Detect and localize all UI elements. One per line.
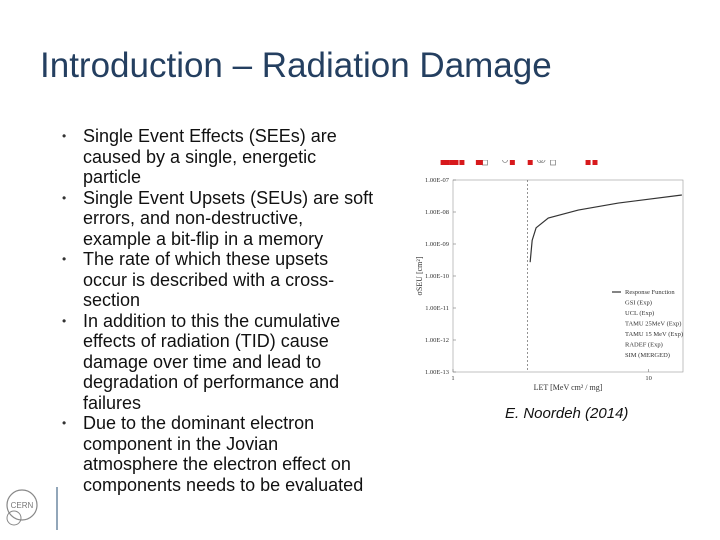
y-tick-label: 1.00E-07 bbox=[425, 177, 450, 184]
bullet-item: • Single Event Upsets (SEUs) are soft erro… bbox=[62, 188, 373, 250]
legend-swatch bbox=[539, 160, 546, 163]
bullet-line: Due to the dominant electron bbox=[83, 413, 315, 433]
legend-swatch bbox=[592, 160, 598, 165]
bullet-dot: • bbox=[62, 252, 67, 266]
legend-swatch bbox=[550, 160, 556, 166]
bullet-line: The rate of which these upsets bbox=[83, 249, 329, 269]
x-tick-label: 10 bbox=[645, 375, 652, 382]
legend-label: RADEF (Exp) bbox=[625, 342, 663, 349]
bullet-line: degradation of performance and bbox=[83, 372, 340, 392]
bullet-line: failures bbox=[83, 392, 142, 413]
bullet-dot: • bbox=[62, 129, 67, 143]
bullet-line: atmosphere the electron effect on bbox=[83, 454, 351, 474]
bullet-list: • Single Event Effects (SEEs) are caused b… bbox=[62, 126, 373, 495]
y-tick-label: 1.00E-09 bbox=[425, 241, 449, 248]
point bbox=[475, 160, 481, 165]
figure: 1.00E-13 1.00E-12 1.00E-11 1.00E-10 1.00E-09… bbox=[400, 160, 700, 400]
slide-title: Introduction – Radiation Damage bbox=[40, 46, 552, 85]
bullet-line: caused by a single, energetic bbox=[83, 146, 317, 167]
bullet-line: damage over time and lead to bbox=[83, 351, 322, 372]
point bbox=[449, 160, 455, 165]
point bbox=[585, 160, 591, 165]
figure-background bbox=[400, 160, 700, 400]
bullet-dot: • bbox=[62, 313, 67, 328]
legend-label: TAMU 15 MeV (Exp) bbox=[625, 331, 683, 338]
logo-ring bbox=[6, 510, 22, 526]
legend-label: TAMU 25MeV (Exp) bbox=[625, 321, 681, 328]
y-tick-label: 1.00E-11 bbox=[425, 305, 449, 312]
bullet-line: Single Event Upsets (SEUs) are soft bbox=[83, 187, 374, 208]
point bbox=[527, 160, 533, 165]
point bbox=[453, 160, 459, 165]
bullet-item: • In addition to this the cumulative effec… bbox=[62, 311, 373, 414]
bullet-item: • Due to the dominant electron component i… bbox=[62, 413, 373, 495]
caption: E. Noordeh (2014) bbox=[505, 405, 629, 422]
point bbox=[536, 160, 543, 163]
bullet-item: • Single Event Effects (SEEs) are caused b… bbox=[62, 126, 373, 188]
bullet-line: In addition to this the cumulative bbox=[83, 310, 341, 331]
y-axis-label: σSEU [cm²] bbox=[415, 256, 424, 295]
bullet-line: occur is described with a cross- bbox=[83, 269, 335, 290]
bullet-line: particle bbox=[83, 167, 142, 187]
y-tick-label: 1.00E-10 bbox=[425, 273, 449, 280]
y-tick-label: 1.00E-12 bbox=[425, 337, 449, 344]
point bbox=[502, 160, 508, 163]
point bbox=[509, 160, 515, 165]
logo-text: CERN bbox=[11, 501, 34, 510]
x-tick-label: 1 bbox=[451, 375, 454, 382]
y-tick-label: 1.00E-08 bbox=[425, 209, 449, 216]
bullet-dot: • bbox=[62, 190, 67, 205]
bullet-line: errors, and non-destructive, bbox=[83, 208, 304, 228]
bullet-line: example a bit-flip in a memory bbox=[83, 228, 324, 249]
x-axis-label: LET [MeV cm² / mg] bbox=[534, 383, 603, 392]
legend-label: UCL (Exp) bbox=[625, 310, 654, 317]
logo-ring bbox=[6, 489, 38, 521]
bullet-dot: • bbox=[62, 416, 67, 430]
bullet-line: components needs to be evaluated bbox=[83, 474, 364, 495]
legend-label: SIM (MERGED) bbox=[625, 352, 670, 359]
point bbox=[440, 160, 446, 165]
y-tick-label: 1.00E-13 bbox=[425, 369, 449, 376]
response-curve bbox=[529, 194, 682, 263]
logo: CERN bbox=[6, 487, 58, 530]
bullet-item: • The rate of which these upsets occur is … bbox=[62, 249, 373, 311]
bullet-line: section bbox=[83, 290, 141, 310]
bullet-line: component in the Jovian bbox=[83, 433, 279, 454]
legend-label: GSI (Exp) bbox=[625, 300, 652, 307]
bullet-line: Single Event Effects (SEEs) are bbox=[83, 126, 337, 146]
bullet-line: effects of radiation (TID) cause bbox=[83, 331, 329, 351]
point bbox=[459, 160, 465, 165]
legend-label: Response Function bbox=[625, 289, 675, 296]
